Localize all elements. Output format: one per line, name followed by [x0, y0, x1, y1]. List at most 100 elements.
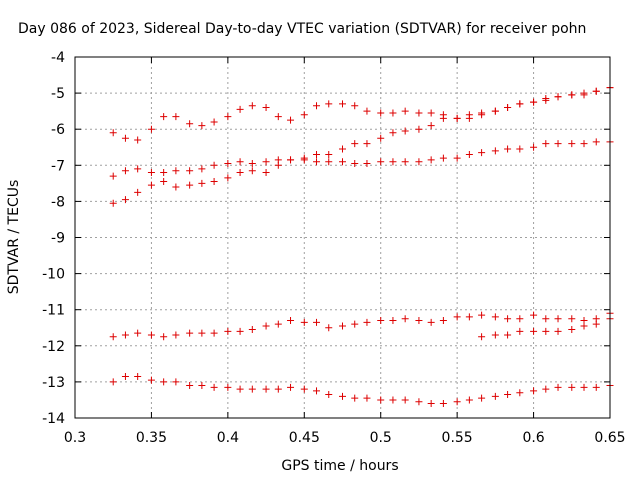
x-tick-label: 0.65: [594, 430, 625, 446]
data-point: [121, 372, 129, 380]
data-point: [592, 138, 600, 146]
y-tick-label: -9: [51, 231, 65, 247]
data-point: [339, 392, 346, 400]
data-point: [415, 109, 423, 117]
data-point: [478, 149, 486, 157]
series-track-c: [109, 138, 614, 180]
data-point: [339, 322, 346, 330]
data-point: [377, 134, 385, 142]
data-point: [554, 315, 562, 323]
data-point: [389, 158, 397, 166]
data-point: [439, 400, 447, 408]
data-point: [491, 313, 499, 321]
data-point: [224, 159, 232, 167]
data-point: [325, 158, 333, 166]
data-point: [262, 322, 270, 330]
y-tick-label: -4: [51, 50, 65, 66]
data-point: [453, 313, 461, 321]
data-point: [401, 315, 409, 323]
data-point: [389, 317, 397, 325]
data-point: [134, 136, 142, 144]
y-tick-label: -12: [42, 339, 65, 355]
data-point: [160, 333, 168, 341]
data-point: [415, 398, 423, 406]
data-point: [427, 122, 435, 130]
data-point: [186, 167, 194, 175]
data-point: [248, 159, 256, 167]
data-point: [210, 178, 218, 186]
y-tick-label: -14: [42, 411, 65, 427]
data-point: [530, 327, 538, 335]
data-point: [160, 169, 168, 177]
data-point: [172, 331, 180, 339]
data-point: [478, 333, 486, 341]
data-point: [147, 331, 155, 339]
data-point: [453, 114, 461, 122]
data-point: [109, 172, 117, 180]
data-point: [377, 109, 385, 117]
data-point: [109, 378, 117, 386]
series-track-f: [109, 372, 614, 408]
data-point: [389, 109, 397, 117]
data-point: [465, 150, 473, 158]
data-point: [172, 183, 180, 191]
data-point: [401, 158, 409, 166]
series-track-b: [109, 84, 614, 207]
data-point: [427, 156, 435, 164]
data-point: [300, 156, 308, 164]
data-point: [363, 394, 371, 402]
data-point: [186, 120, 194, 128]
data-point: [363, 159, 371, 167]
data-point: [453, 398, 461, 406]
data-point: [415, 158, 423, 166]
data-point: [121, 331, 129, 339]
data-point: [491, 107, 499, 115]
data-point: [325, 324, 333, 332]
data-point: [186, 181, 194, 189]
data-point: [224, 383, 232, 391]
data-point: [415, 125, 423, 133]
data-point: [147, 181, 155, 189]
data-point: [121, 167, 129, 175]
data-point: [313, 150, 321, 158]
data-point: [592, 87, 600, 95]
data-point: [134, 372, 142, 380]
data-point: [109, 129, 117, 137]
data-point: [491, 147, 499, 155]
data-point: [504, 104, 512, 112]
data-point: [236, 158, 244, 166]
data-point: [210, 118, 218, 126]
data-point: [568, 326, 576, 334]
data-point: [300, 385, 308, 393]
data-point: [236, 327, 244, 335]
y-tick-label: -6: [51, 122, 65, 138]
data-point: [439, 114, 447, 122]
data-point: [109, 333, 117, 341]
data-point: [465, 313, 473, 321]
x-tick-label: 0.4: [217, 430, 239, 446]
data-point: [504, 331, 512, 339]
data-point: [592, 320, 600, 328]
data-point: [530, 387, 538, 395]
data-point: [377, 396, 385, 404]
data-points: [109, 84, 614, 408]
data-point: [516, 327, 524, 335]
y-tick-label: -8: [51, 194, 65, 210]
y-tick-label: -5: [51, 86, 65, 102]
data-point: [542, 96, 550, 104]
data-point: [109, 199, 117, 207]
data-point: [351, 320, 359, 328]
data-point: [530, 143, 538, 151]
grid: [75, 57, 610, 418]
data-point: [542, 385, 550, 393]
data-point: [236, 169, 244, 177]
data-point: [377, 317, 385, 325]
data-point: [478, 311, 486, 319]
data-point: [542, 327, 550, 335]
data-point: [351, 140, 359, 148]
data-point: [224, 174, 232, 182]
data-point: [134, 165, 142, 173]
data-point: [568, 91, 576, 99]
